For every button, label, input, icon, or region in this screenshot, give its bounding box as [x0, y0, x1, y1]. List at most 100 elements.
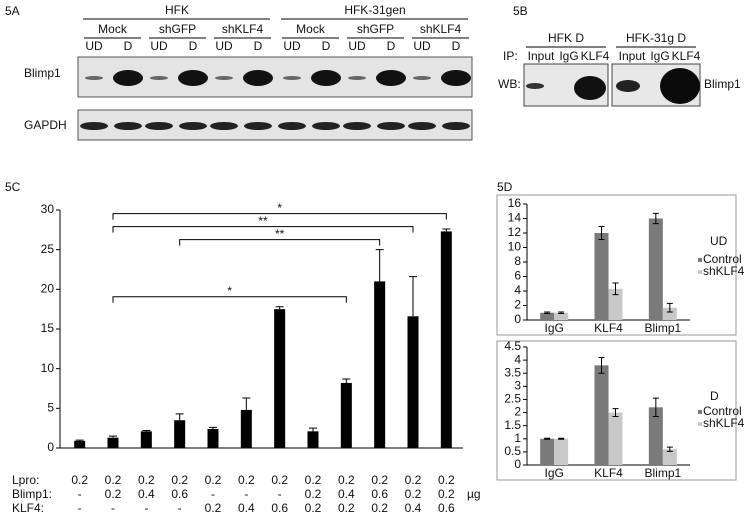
condition-value: 0.2 [71, 473, 88, 487]
chart-title: D [710, 389, 719, 403]
error-bar [544, 437, 551, 440]
legend-swatch [698, 270, 702, 274]
condition-value: - [144, 501, 148, 513]
y-tick-label: 8 [514, 254, 521, 268]
group-label: HFK-31gen [344, 3, 405, 17]
y-tick-label: 3.5 [504, 365, 521, 379]
error-bar [142, 430, 151, 432]
blot-gapdh [77, 109, 473, 141]
chart-title: UD [710, 234, 728, 248]
lane-label: IgG [559, 49, 578, 63]
condition-value: 0.6 [371, 487, 388, 501]
error-bar [544, 311, 551, 314]
error-bar [666, 446, 673, 452]
condition-value: 0.2 [305, 473, 322, 487]
lane-label: KLF4 [672, 49, 701, 63]
bar [648, 407, 663, 465]
subgroup-label: Mock [98, 22, 128, 36]
bar [174, 420, 186, 448]
band [178, 70, 208, 86]
condition-value: 0.2 [338, 473, 355, 487]
lane-label: IgG [650, 49, 669, 63]
condition-value: - [244, 487, 248, 501]
y-tick-label: 6 [514, 269, 521, 283]
legend-label: Control [703, 252, 742, 266]
error-bar [375, 249, 384, 282]
bar [440, 231, 452, 448]
bar [662, 449, 677, 465]
condition-value: 0.2 [171, 473, 188, 487]
y-tick-label: 12 [508, 225, 522, 239]
panel-label: 5A [5, 4, 20, 18]
significance-label: * [277, 201, 282, 215]
error-bar [175, 413, 184, 421]
y-tick-label: 10 [508, 240, 522, 254]
bar [554, 438, 569, 465]
band [574, 76, 606, 100]
bar [240, 409, 252, 448]
band [616, 80, 640, 92]
bar [608, 412, 623, 465]
subgroup-label: shGFP [159, 22, 196, 36]
wb-label: WB: [498, 77, 521, 91]
band [114, 122, 142, 130]
band [660, 68, 700, 104]
condition-value: 0.4 [238, 501, 255, 513]
y-tick-label: 20 [41, 282, 55, 296]
chart-box [496, 340, 737, 481]
y-tick-label: 0 [514, 457, 521, 471]
condition-value: 0.2 [205, 473, 222, 487]
error-bar [598, 356, 605, 374]
bar [307, 431, 319, 448]
band [408, 122, 436, 130]
y-tick-label: 0 [47, 440, 54, 454]
condition-value: 0.2 [105, 473, 122, 487]
group-label: HFK [165, 3, 189, 17]
bar [662, 307, 677, 320]
bar [107, 437, 119, 448]
condition-value: 0.2 [438, 473, 455, 487]
band [244, 122, 272, 130]
target-label: Blimp1 [704, 77, 741, 91]
ip-label: IP: [503, 49, 518, 63]
lane-label: D [322, 39, 331, 53]
subgroup-label: shKLF4 [420, 22, 462, 36]
error-bar [75, 439, 84, 441]
legend-swatch [698, 410, 702, 414]
lane-label: Input [528, 49, 555, 63]
y-tick-label: 4.5 [504, 339, 521, 353]
bar [407, 316, 419, 448]
significance-bracket [112, 226, 414, 233]
y-tick-label: 10 [41, 361, 55, 375]
error-bar [598, 225, 605, 241]
error-bar [558, 437, 565, 440]
significance-label: ** [258, 214, 268, 228]
condition-value: 0.2 [238, 473, 255, 487]
error-bar [612, 408, 619, 417]
band [442, 122, 470, 130]
subgroup-label: shGFP [357, 22, 394, 36]
condition-value: - [178, 501, 182, 513]
bar [274, 309, 286, 448]
condition-value: 0.2 [205, 501, 222, 513]
error-bar [342, 378, 351, 383]
condition-value: 0.6 [438, 501, 455, 513]
band [179, 122, 207, 130]
y-tick-label: 4 [514, 283, 521, 297]
condition-value: 0.6 [271, 501, 288, 513]
legend-label: Control [703, 404, 742, 418]
subgroup-label: Mock [296, 22, 326, 36]
lane-label: UD [348, 39, 366, 53]
lane-label: D [387, 39, 396, 53]
blot-blimp1 [77, 56, 473, 98]
band [283, 76, 301, 80]
band [150, 76, 168, 80]
panel-label: 5C [5, 180, 21, 194]
bar [374, 281, 386, 448]
group-label: HFK-31g D [626, 31, 686, 45]
band [377, 122, 405, 130]
condition-value: - [211, 487, 215, 501]
condition-value: - [111, 501, 115, 513]
